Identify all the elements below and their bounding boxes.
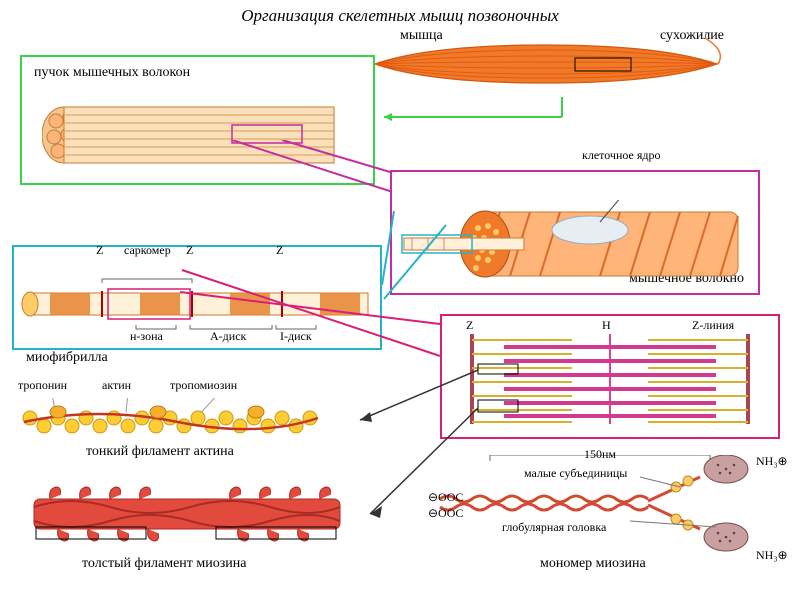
z-1: Z	[96, 243, 103, 258]
label-monomer: мономер миозина	[540, 556, 646, 572]
label-sarcomere: саркомер	[124, 243, 171, 258]
z-left: Z	[466, 318, 473, 333]
label-globhead: глобулярная головка	[502, 520, 606, 535]
fiber-art	[400, 200, 750, 295]
z-3: Z	[276, 243, 283, 258]
label-thick-myosin: толстый филамент миозина	[82, 556, 247, 572]
nh3-2: NH₃⊕	[756, 548, 788, 563]
label-tropomyosin: тропомиозин	[170, 378, 237, 393]
ooc-1: ⊖OOC	[428, 490, 463, 505]
page-title: Организация скелетных мышц позвоночных	[0, 6, 800, 26]
h-letter: H	[602, 318, 611, 333]
connector-myofibril-sarcomere	[180, 268, 450, 358]
label-150nm: 150нм	[584, 447, 616, 462]
nh3-1: NH₃⊕	[756, 454, 788, 469]
z-2: Z	[186, 243, 193, 258]
muscle-organ	[370, 40, 720, 88]
ooc-2: ⊖OOC	[428, 506, 463, 521]
label-troponin: тропонин	[18, 378, 67, 393]
label-myofibril: миофибрилла	[26, 350, 108, 366]
label-fascicle: пучок мышечных волокон	[34, 65, 190, 81]
zline-label: Z-линия	[692, 318, 734, 333]
label-thin-actin: тонкий филамент актина	[86, 444, 234, 460]
label-actin: актин	[102, 378, 131, 393]
label-subunits: малые субъединицы	[524, 466, 627, 481]
tendon-pointer	[705, 36, 737, 66]
sarcomere-panel: Z H Z-линия	[440, 314, 780, 439]
label-nucleus: клеточное ядро	[582, 148, 660, 163]
sarcomere-art	[442, 316, 778, 438]
arrow-muscle-to-fascicle	[374, 95, 634, 135]
label-hband: н-зона	[130, 329, 163, 344]
myosin-filament	[30, 485, 360, 555]
